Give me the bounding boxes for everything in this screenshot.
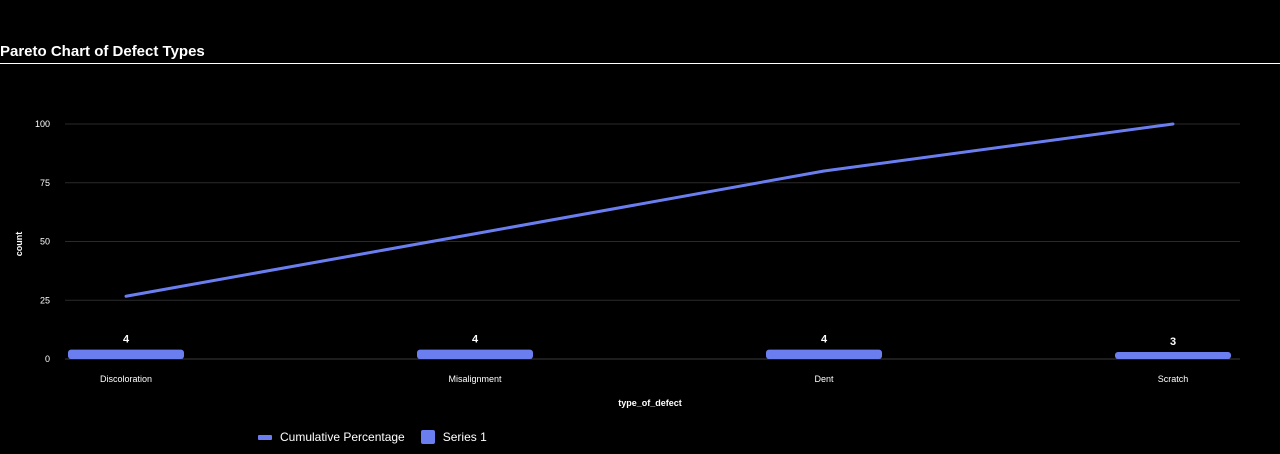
bar-value-label: 4 <box>472 334 479 346</box>
bar-value-label: 4 <box>821 334 828 346</box>
chart-title: Pareto Chart of Defect Types <box>0 43 205 60</box>
x-axis-ticks: Discoloration Misalignment Dent Scratch <box>100 374 1188 384</box>
legend: Cumulative Percentage Series 1 <box>258 430 503 444</box>
legend-item-cumulative[interactable]: Cumulative Percentage <box>258 430 405 444</box>
x-tick-label: Dent <box>814 374 834 384</box>
bar-scratch[interactable] <box>1115 351 1231 359</box>
y-tick-label: 75 <box>40 178 50 188</box>
y-axis-title: count <box>14 232 24 257</box>
y-tick-label: 25 <box>40 295 50 305</box>
bar-value-label: 4 <box>123 334 130 346</box>
bar-data-labels: 4 4 4 3 <box>123 334 1176 348</box>
x-tick-label: Scratch <box>1158 374 1189 384</box>
bar-misalignment[interactable] <box>417 349 533 359</box>
x-tick-label: Discoloration <box>100 374 152 384</box>
y-tick-label: 100 <box>35 119 50 129</box>
bar-dent[interactable] <box>766 349 882 359</box>
legend-line-swatch <box>258 434 272 440</box>
x-axis-title: type_of_defect <box>618 398 682 408</box>
legend-bar-swatch <box>420 430 435 444</box>
grid-lines <box>65 123 1240 360</box>
legend-label-series-1: Series 1 <box>442 430 487 444</box>
bar-series <box>68 349 1231 359</box>
bar-discoloration[interactable] <box>68 349 184 359</box>
title-divider <box>0 63 1280 64</box>
y-axis-ticks: 0 25 50 75 100 <box>35 119 50 364</box>
cumulative-line-series <box>124 122 1175 298</box>
x-tick-label: Misalignment <box>448 374 502 384</box>
cumulative-percentage-line[interactable] <box>124 122 1175 298</box>
legend-label-cumulative: Cumulative Percentage <box>280 430 405 444</box>
y-tick-label: 0 <box>45 354 50 364</box>
y-tick-label: 50 <box>40 237 50 247</box>
legend-item-series-1[interactable]: Series 1 <box>420 430 487 444</box>
bar-value-label: 3 <box>1170 336 1176 348</box>
